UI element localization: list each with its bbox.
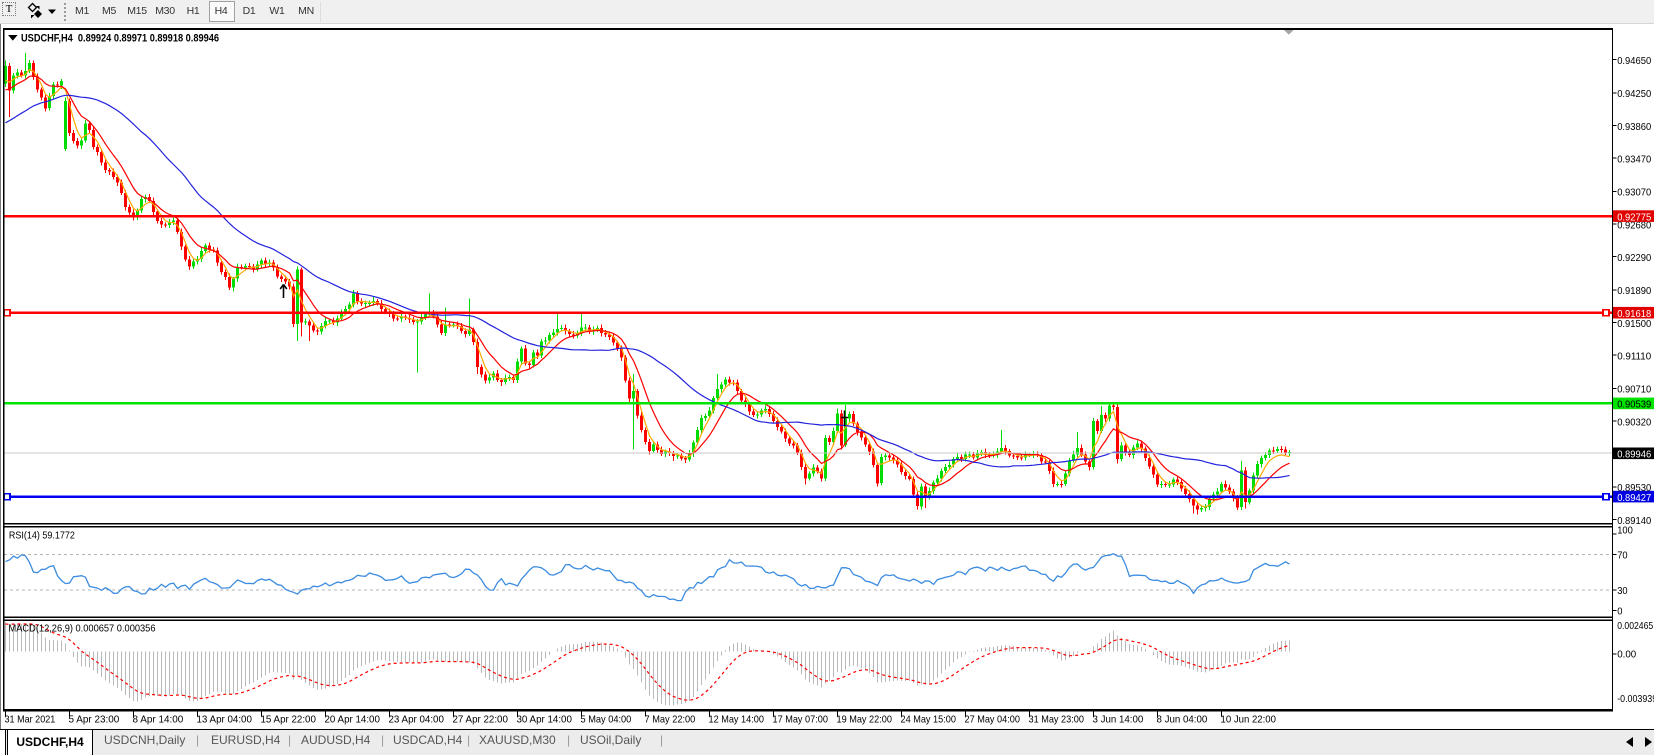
svg-text:24 May 15:00: 24 May 15:00 [901,713,957,725]
svg-text:0.91618: 0.91618 [1617,308,1651,320]
svg-text:3 Jun 14:00: 3 Jun 14:00 [1093,713,1144,725]
svg-text:13 Apr 04:00: 13 Apr 04:00 [197,713,253,725]
svg-text:7 May 22:00: 7 May 22:00 [645,713,696,725]
svg-text:-0.003939: -0.003939 [1617,693,1654,705]
svg-text:20 Apr 14:00: 20 Apr 14:00 [325,713,381,725]
svg-text:5 May 04:00: 5 May 04:00 [581,713,632,725]
svg-text:0.91500: 0.91500 [1617,318,1651,330]
svg-text:23 Apr 04:00: 23 Apr 04:00 [389,713,445,725]
svg-text:RSI(14) 59.1772: RSI(14) 59.1772 [9,530,75,542]
svg-text:0: 0 [1617,605,1622,617]
svg-text:0.92290: 0.92290 [1617,252,1651,264]
svg-text:0.94250: 0.94250 [1617,88,1651,100]
svg-text:8 Jun 04:00: 8 Jun 04:00 [1157,713,1208,725]
svg-text:0.89427: 0.89427 [1617,492,1651,504]
svg-text:70: 70 [1617,549,1628,561]
svg-text:30: 30 [1617,585,1628,597]
svg-text:0.91890: 0.91890 [1617,285,1651,297]
svg-text:0.90710: 0.90710 [1617,384,1651,396]
svg-text:27 Apr 22:00: 27 Apr 22:00 [453,713,509,725]
svg-text:12 May 14:00: 12 May 14:00 [709,713,765,725]
svg-text:30 Apr 14:00: 30 Apr 14:00 [517,713,573,725]
svg-text:0.90539: 0.90539 [1617,399,1651,411]
svg-text:5 Apr 23:00: 5 Apr 23:00 [69,713,120,725]
svg-text:17 May 07:00: 17 May 07:00 [773,713,829,725]
svg-text:27 May 04:00: 27 May 04:00 [965,713,1021,725]
svg-text:0.93860: 0.93860 [1617,121,1651,133]
svg-text:0.89946: 0.89946 [1617,449,1651,461]
svg-text:0.00: 0.00 [1617,649,1636,661]
svg-text:0.94650: 0.94650 [1617,55,1651,67]
svg-text:0.002465: 0.002465 [1617,620,1653,632]
svg-text:100: 100 [1617,525,1633,537]
svg-text:MACD(12,26,9) 0.000657 0.00035: MACD(12,26,9) 0.000657 0.000356 [9,623,156,635]
svg-text:31 May 23:00: 31 May 23:00 [1029,713,1085,725]
svg-text:31 Mar 2021: 31 Mar 2021 [5,713,56,725]
svg-text:0.90320: 0.90320 [1617,416,1651,428]
svg-text:0.91110: 0.91110 [1617,350,1651,362]
svg-text:0.92775: 0.92775 [1617,211,1651,223]
svg-text:0.93070: 0.93070 [1617,187,1651,199]
svg-text:10 Jun 22:00: 10 Jun 22:00 [1221,713,1277,725]
svg-text:8 Apr 14:00: 8 Apr 14:00 [133,713,184,725]
svg-text:0.89140: 0.89140 [1617,515,1651,527]
svg-text:0.93470: 0.93470 [1617,153,1651,165]
svg-text:USDCHF,H4 0.89924 0.89971 0.8: USDCHF,H4 0.89924 0.89971 0.89918 0.8994… [21,32,219,44]
svg-text:19 May 22:00: 19 May 22:00 [837,713,893,725]
svg-text:0.92680: 0.92680 [1617,219,1651,231]
svg-text:15 Apr 22:00: 15 Apr 22:00 [261,713,317,725]
